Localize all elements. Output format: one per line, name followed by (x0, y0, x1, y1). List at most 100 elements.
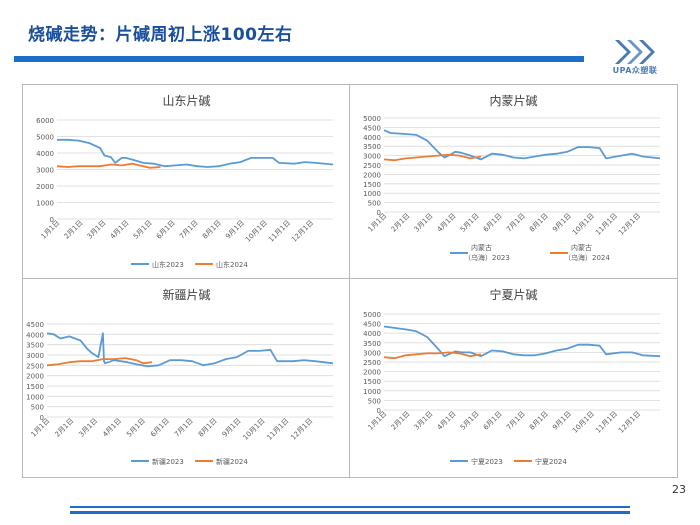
y-tick-label: 3500 (363, 340, 381, 348)
y-tick-label: 1000 (26, 393, 44, 401)
x-tick-label: 8月1日 (197, 417, 219, 439)
y-tick-label: 2000 (26, 373, 44, 381)
x-tick-label: 12月1日 (289, 417, 314, 442)
y-tick-label: 1000 (36, 200, 54, 208)
series-line-2024 (46, 357, 153, 367)
x-tick-label: 12月1日 (290, 219, 315, 244)
x-tick-label: 5月1日 (132, 219, 154, 241)
legend-label: 内蒙古（乌海）2024 (564, 243, 610, 262)
x-tick-label: 8月1日 (528, 212, 550, 234)
y-tick-label: 5000 (363, 311, 381, 319)
x-tick-label: 6月1日 (482, 212, 504, 234)
x-tick-label: 10月1日 (571, 410, 596, 435)
legend-label: 新疆2024 (216, 457, 248, 466)
x-tick-label: 5月1日 (459, 212, 481, 234)
x-tick-label: 4月1日 (436, 410, 458, 432)
x-tick-label: 4月1日 (436, 212, 458, 234)
logo-text: UPA众塑联 (612, 66, 658, 75)
legend-label: 宁夏2024 (535, 457, 567, 466)
y-tick-label: 3000 (26, 352, 44, 360)
x-tick-label: 2月1日 (53, 417, 75, 439)
title-underline (14, 56, 584, 62)
y-tick-label: 4000 (36, 150, 54, 158)
x-tick-label: 12月1日 (617, 410, 642, 435)
y-tick-label: 3000 (363, 349, 381, 357)
x-tick-label: 7月1日 (505, 410, 527, 432)
x-tick-label: 7月1日 (505, 212, 527, 234)
x-tick-label: 8月1日 (528, 410, 550, 432)
series-line-2024 (56, 162, 161, 169)
y-tick-label: 3500 (363, 143, 381, 151)
y-tick-label: 5000 (363, 115, 381, 123)
legend-label: 山东2023 (152, 260, 184, 269)
legend-label: 内蒙古（乌海）2023 (464, 243, 510, 262)
x-tick-label: 8月1日 (201, 219, 223, 241)
x-tick-label: 9月1日 (221, 417, 243, 439)
y-tick-label: 0 (377, 407, 381, 415)
x-tick-label: 11月1日 (265, 417, 290, 442)
x-tick-label: 2月1日 (63, 219, 85, 241)
x-tick-label: 10月1日 (244, 219, 269, 244)
page-title: 烧碱走势：片碱周初上涨100左右 (28, 25, 293, 45)
x-tick-label: 2月1日 (390, 212, 412, 234)
x-tick-label: 12月1日 (617, 212, 642, 237)
chart-title: 内蒙片碱 (489, 94, 537, 108)
chart-panel-shandong: 山东片碱 0 1000 2000 3000 4000 5000 6000 1月1日 2月1日 3月1… (22, 84, 351, 280)
y-tick-label: 0 (377, 209, 381, 217)
x-tick-label: 11月1日 (594, 410, 619, 435)
x-tick-label: 7月1日 (173, 417, 195, 439)
y-tick-label: 5000 (36, 134, 54, 142)
chart-title: 新疆片碱 (162, 287, 210, 302)
y-tick-label: 6000 (36, 117, 54, 125)
page-number: 23 (672, 483, 686, 496)
x-tick-label: 5月1日 (459, 410, 481, 432)
y-tick-label: 500 (31, 404, 44, 412)
x-tick-label: 9月1日 (224, 219, 246, 241)
x-tick-label: 11月1日 (594, 212, 619, 237)
y-tick-label: 3000 (363, 153, 381, 161)
legend-label: 宁夏2023 (471, 457, 503, 466)
x-tick-label: 6月1日 (155, 219, 177, 241)
company-logo: UPA众塑联 (605, 38, 665, 78)
y-tick-label: 0 (40, 414, 44, 422)
y-tick-label: 1000 (363, 190, 381, 198)
y-tick-label: 4000 (363, 134, 381, 142)
x-tick-label: 3月1日 (413, 410, 435, 432)
series-line-2023 (46, 332, 334, 368)
x-tick-label: 10月1日 (242, 417, 267, 442)
y-tick-label: 500 (368, 397, 381, 405)
series-line-2024 (383, 351, 482, 360)
series-line-2024 (383, 153, 482, 162)
chart-panel-neimeng: 内蒙片碱 0 500 1000 1500 2000 2500 3000 3500 4000 4500… (349, 84, 678, 280)
series-line-2023 (383, 129, 661, 161)
x-tick-label: 11月1日 (267, 219, 292, 244)
y-tick-label: 1500 (26, 383, 44, 391)
x-tick-label: 3月1日 (413, 212, 435, 234)
x-tick-label: 3月1日 (77, 417, 99, 439)
y-tick-label: 2000 (363, 369, 381, 377)
x-tick-label: 4月1日 (101, 417, 123, 439)
y-tick-label: 2000 (363, 171, 381, 179)
x-tick-label: 6月1日 (149, 417, 171, 439)
series-line-2023 (57, 138, 334, 168)
chart-panel-xinjiang: 新疆片碱 0 500 1000 1500 2000 2500 3000 3500 4000 4500… (22, 278, 351, 478)
x-tick-label: 4月1日 (109, 219, 131, 241)
y-tick-label: 1500 (363, 378, 381, 386)
chart-xinjiang: 新疆片碱 0 500 1000 1500 2000 2500 3000 3500 4000 4500… (26, 287, 334, 466)
chart-panel-ningxia: 宁夏片碱 0 500 1000 1500 2000 2500 3000 3500 4000 4500… (349, 278, 678, 478)
x-tick-label: 9月1日 (551, 410, 573, 432)
y-tick-label: 500 (368, 200, 381, 208)
y-tick-label: 4500 (26, 321, 44, 329)
y-tick-label: 1000 (363, 388, 381, 396)
y-tick-label: 2500 (363, 162, 381, 170)
x-tick-label: 9月1日 (551, 212, 573, 234)
y-tick-label: 3500 (26, 342, 44, 350)
y-tick-label: 4000 (26, 331, 44, 339)
y-tick-label: 0 (50, 216, 54, 224)
logo-icon (615, 40, 655, 64)
x-tick-label: 7月1日 (178, 219, 200, 241)
x-tick-label: 5月1日 (125, 417, 147, 439)
legend-label: 新疆2023 (152, 457, 184, 466)
